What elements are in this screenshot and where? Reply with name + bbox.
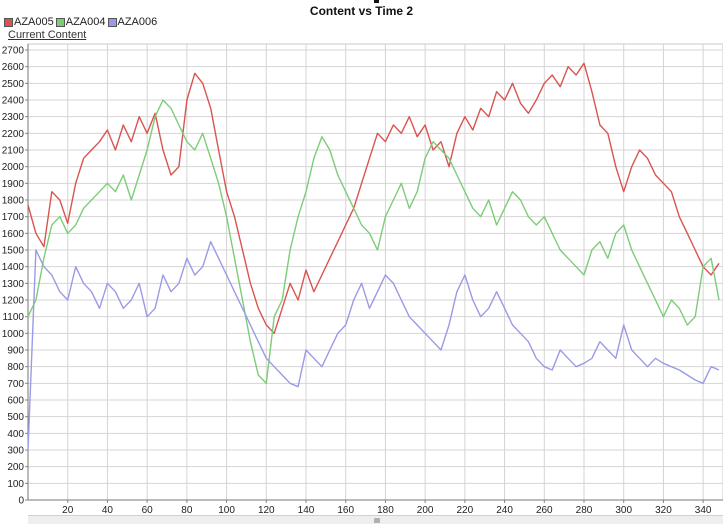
x-tick-label: 180	[377, 505, 394, 515]
plot-background	[27, 43, 723, 501]
legend-item-aza005: AZA005	[4, 16, 54, 28]
y-tick-label: 600	[7, 396, 24, 407]
x-tick-label: 100	[218, 505, 235, 515]
legend-swatch-aza006	[107, 17, 117, 27]
horizontal-scrollbar[interactable]	[28, 515, 723, 524]
y-tick-label: 2300	[2, 112, 25, 123]
x-tick-label: 140	[298, 505, 315, 515]
y-tick-label: 1200	[2, 296, 25, 307]
x-tick-label: 80	[181, 505, 193, 515]
y-tick-label: 200	[7, 462, 24, 473]
legend-label-aza006: AZA006	[117, 16, 158, 28]
x-tick-label: 160	[337, 505, 354, 515]
x-tick-label: 260	[536, 505, 553, 515]
x-tick-label: 320	[655, 505, 672, 515]
axes: 0 100 200 300 400 500 600 700 800 900 1000 1100 1200…	[2, 44, 723, 515]
y-tick-label: 100	[7, 479, 24, 490]
x-tick-label: 300	[615, 505, 632, 515]
y-tick-label: 1000	[2, 329, 25, 340]
legend: AZA005 AZA004 AZA006	[4, 15, 159, 29]
series-line-aza005	[27, 62, 720, 334]
x-tick-label: 120	[258, 505, 275, 515]
y-tick-label: 300	[7, 446, 24, 457]
chart-subtitle[interactable]: Current Content	[8, 29, 87, 41]
y-tick-label: 2500	[2, 79, 25, 90]
y-tick-label: 2700	[2, 46, 25, 57]
legend-item-aza006: AZA006	[107, 16, 158, 28]
y-tick-label: 1400	[2, 262, 25, 273]
y-tick-label: 2400	[2, 96, 25, 107]
y-tick-label: 2600	[2, 62, 25, 73]
x-tick-label: 60	[142, 505, 154, 515]
series-line-aza006	[27, 240, 720, 451]
y-tick-label: 0	[18, 496, 24, 507]
y-tick-label: 1600	[2, 229, 25, 240]
x-tick-label: 220	[457, 505, 474, 515]
y-tick-label: 400	[7, 429, 24, 440]
x-tick-label: 20	[62, 505, 74, 515]
y-tick-label: 1700	[2, 212, 25, 223]
x-tick-label: 40	[102, 505, 114, 515]
legend-swatch-aza005	[4, 17, 13, 27]
y-tick-label: 2000	[2, 162, 25, 173]
y-tick-label: 2100	[2, 146, 25, 157]
scrollbar-thumb[interactable]	[374, 518, 380, 523]
y-tick-label: 900	[7, 346, 24, 357]
y-tick-label: 500	[7, 412, 24, 423]
x-tick-label: 240	[496, 505, 513, 515]
y-tick-label: 1100	[2, 312, 24, 323]
y-tick-label: 800	[7, 362, 24, 373]
series-line-aza004	[27, 99, 720, 384]
series-lines	[27, 62, 720, 451]
chart-title: Content vs Time 2	[309, 4, 414, 18]
legend-item-aza004: AZA004	[55, 16, 106, 28]
x-tick-label: 200	[417, 505, 434, 515]
legend-swatch-aza004	[55, 17, 65, 27]
legend-label-aza005: AZA005	[14, 16, 54, 28]
y-tick-label: 1800	[2, 196, 25, 207]
x-tick-label: 280	[576, 505, 593, 515]
x-tick-label: 340	[695, 505, 712, 515]
y-tick-label: 700	[7, 379, 24, 390]
y-tick-label: 1500	[2, 246, 25, 257]
chart-header	[0, 0, 723, 44]
y-tick-label: 1300	[2, 279, 25, 290]
legend-label-aza004: AZA004	[65, 16, 106, 28]
y-tick-label: 1900	[2, 179, 25, 190]
top-marker	[374, 0, 379, 3]
y-tick-label: 2200	[2, 129, 25, 140]
